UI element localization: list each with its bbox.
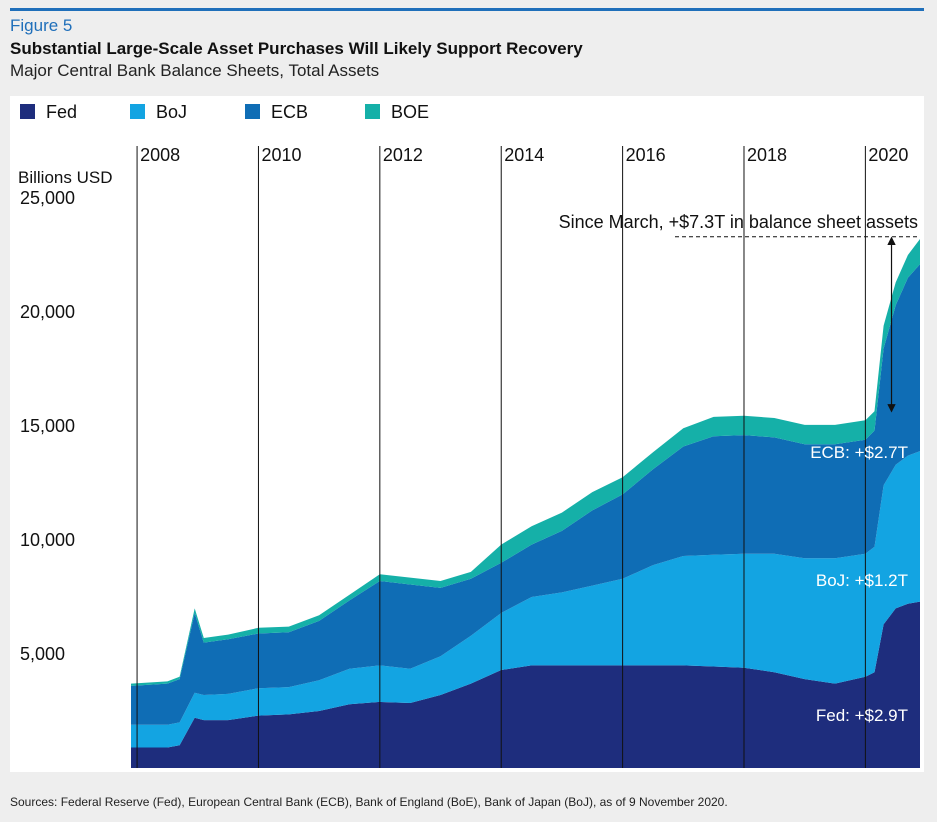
year-label-2018: 2018	[747, 145, 787, 165]
area-boj	[131, 451, 920, 748]
area-boe	[131, 239, 920, 686]
legend-swatch-boe	[365, 104, 380, 119]
area-ecb	[131, 264, 920, 725]
y-tick-15000: 15,000	[20, 416, 75, 436]
year-label-2008: 2008	[140, 145, 180, 165]
annotation-fed: Fed: +$2.9T	[816, 706, 908, 725]
area-fed	[131, 601, 920, 768]
area-layers	[131, 239, 920, 768]
year-label-2010: 2010	[261, 145, 301, 165]
chart-title: Substantial Large-Scale Asset Purchases …	[10, 39, 583, 58]
annotation-since-march: Since March, +$7.3T in balance sheet ass…	[559, 212, 918, 232]
annotation-ecb: ECB: +$2.7T	[810, 443, 908, 462]
chart-panel: Fed BoJ ECB BOE Billions USD 2008 2010 201…	[10, 96, 924, 772]
year-label-2016: 2016	[626, 145, 666, 165]
legend-swatch-fed	[20, 104, 35, 119]
legend-swatch-boj	[130, 104, 145, 119]
y-axis-label: Billions USD	[18, 168, 112, 187]
year-label-2012: 2012	[383, 145, 423, 165]
legend: Fed BoJ ECB BOE	[20, 102, 429, 122]
year-markers: 2008 2010 2012 2014 2016 2018 2020	[136, 145, 908, 768]
y-tick-10000: 10,000	[20, 530, 75, 550]
y-tick-labels: 5,000 10,000 15,000 20,000 25,000	[20, 188, 75, 664]
top-rule	[10, 8, 924, 11]
figure-label: Figure 5	[10, 16, 73, 35]
legend-label-fed: Fed	[46, 102, 77, 122]
chart-subtitle: Major Central Bank Balance Sheets, Total…	[10, 61, 380, 80]
year-label-2020: 2020	[868, 145, 908, 165]
year-label-2014: 2014	[504, 145, 544, 165]
chart-svg: Fed BoJ ECB BOE Billions USD 2008 2010 201…	[18, 102, 920, 768]
legend-label-ecb: ECB	[271, 102, 308, 122]
legend-label-boj: BoJ	[156, 102, 187, 122]
source-note: Sources: Federal Reserve (Fed), European…	[10, 795, 728, 809]
annotation-boj: BoJ: +$1.2T	[816, 571, 908, 590]
y-tick-5000: 5,000	[20, 644, 65, 664]
y-tick-25000: 25,000	[20, 188, 75, 208]
legend-label-boe: BOE	[391, 102, 429, 122]
y-tick-20000: 20,000	[20, 302, 75, 322]
legend-swatch-ecb	[245, 104, 260, 119]
